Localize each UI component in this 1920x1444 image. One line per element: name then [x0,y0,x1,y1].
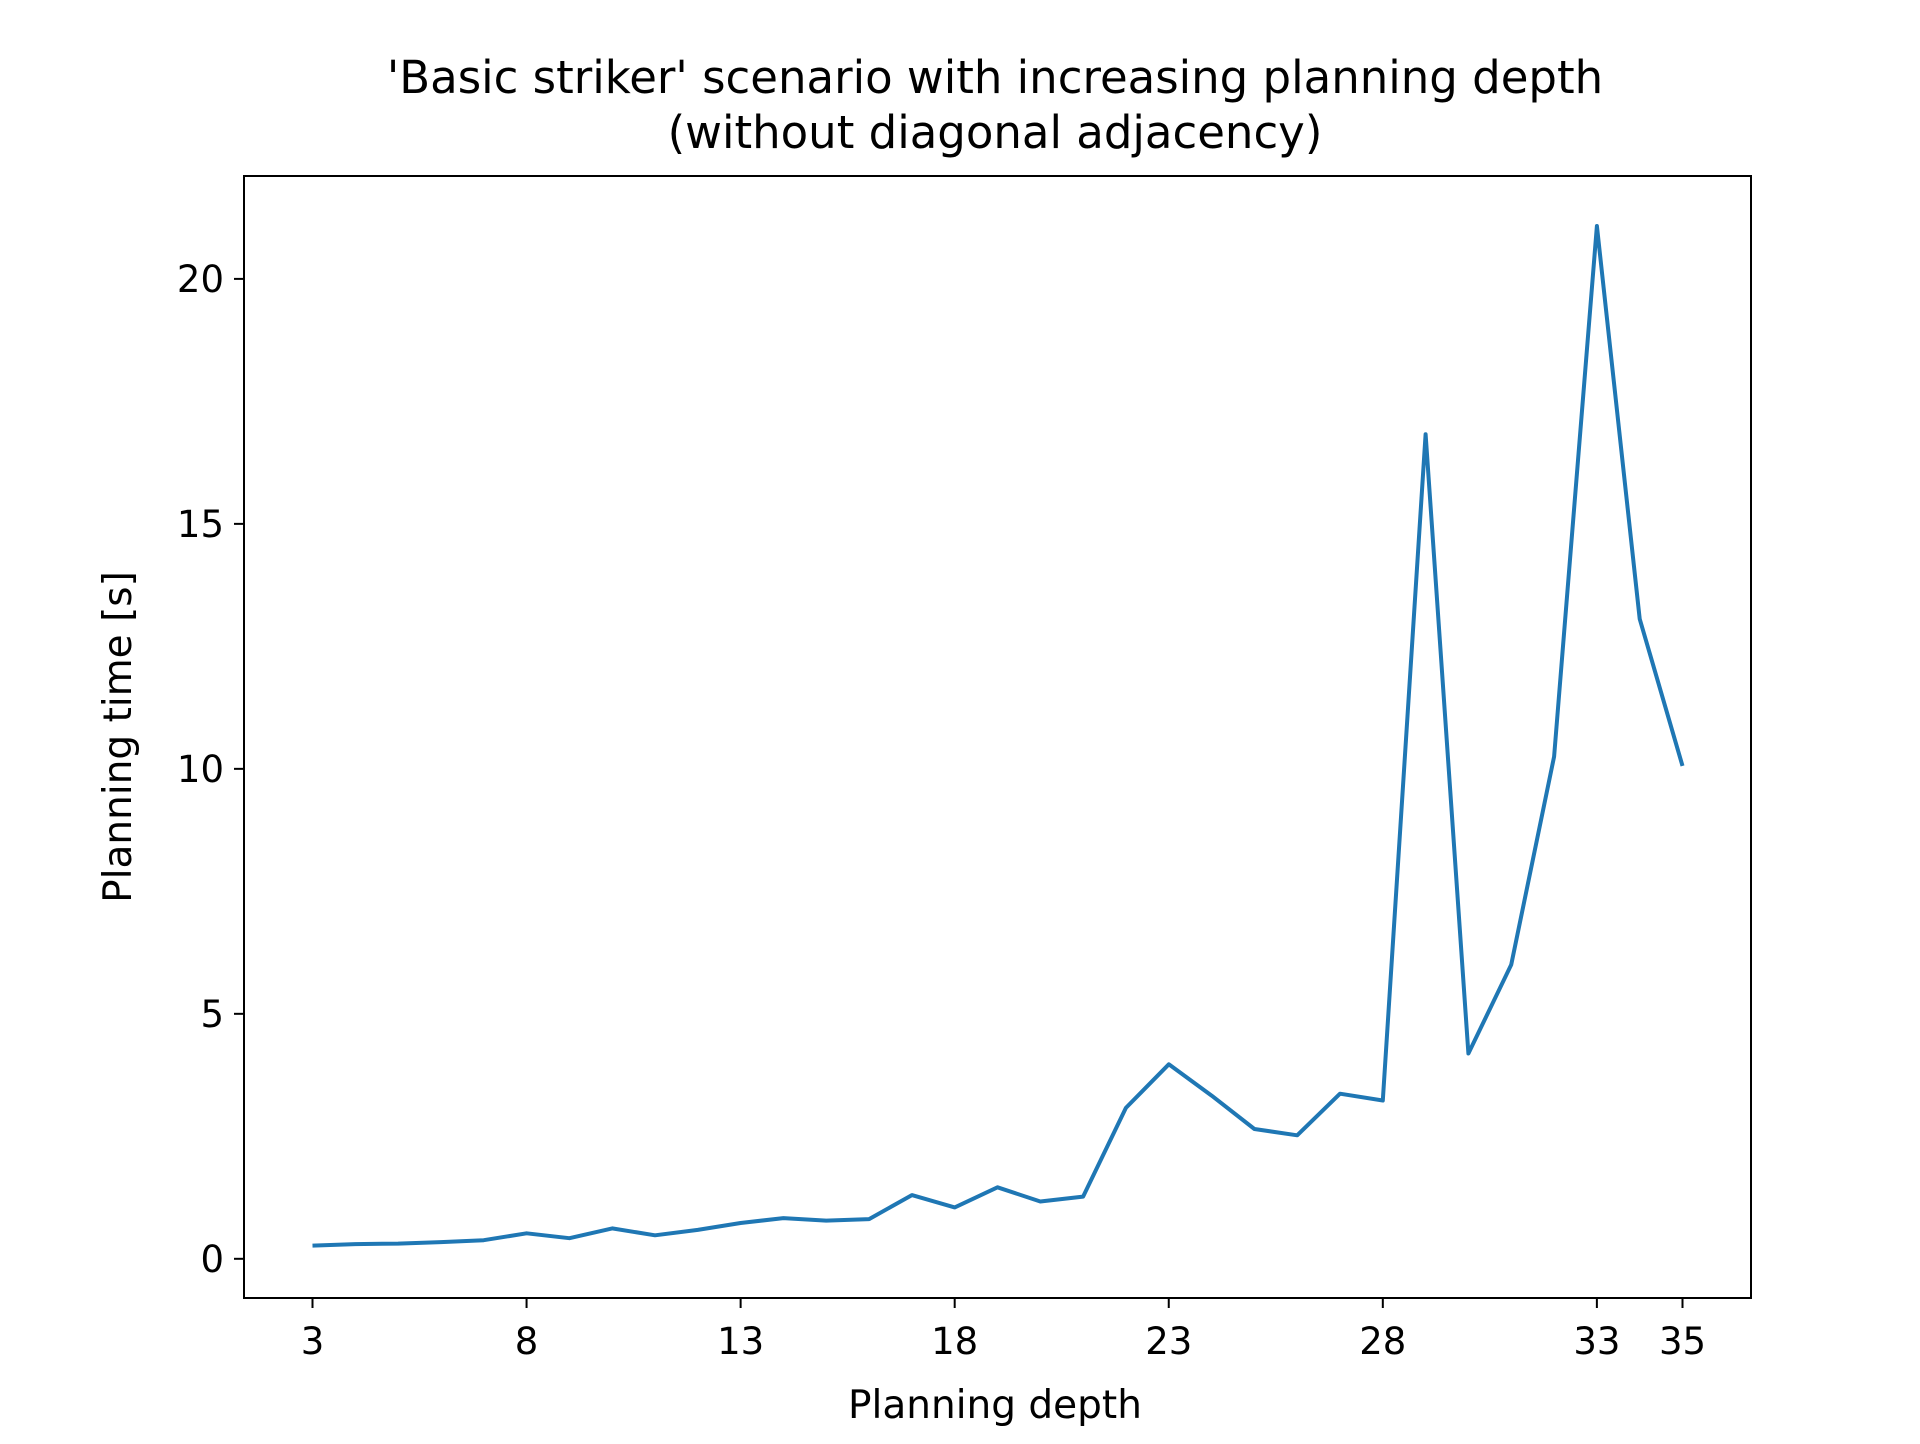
plot-area-frame [243,175,1752,1299]
axis-ticks: 3 8 13 18 23 28 33 35 0 5 10 15 20 [177,258,1706,1363]
y-tick-label: 20 [177,258,224,301]
y-axis-label: Planning time [s] [96,571,141,903]
y-tick-label: 0 [200,1238,224,1281]
x-tick-label: 28 [1359,1320,1406,1363]
x-tick-label: 3 [301,1320,325,1363]
x-tick-label: 33 [1573,1320,1620,1363]
y-tick-label: 10 [177,748,224,791]
x-tick-label: 18 [931,1320,978,1363]
x-tick-label: 13 [717,1320,764,1363]
series-layer [312,224,1685,1248]
chart-title: 'Basic striker' scenario with increasing… [387,51,1603,104]
x-tick-label: 35 [1659,1320,1706,1363]
series-line [312,224,1685,1248]
x-tick-label: 8 [515,1320,539,1363]
x-tick-label: 23 [1145,1320,1192,1363]
y-tick-label: 5 [200,993,224,1036]
y-tick-label: 15 [177,503,224,546]
x-axis-label: Planning depth [848,1383,1142,1428]
chart-subtitle: (without diagonal adjacency) [668,106,1323,159]
